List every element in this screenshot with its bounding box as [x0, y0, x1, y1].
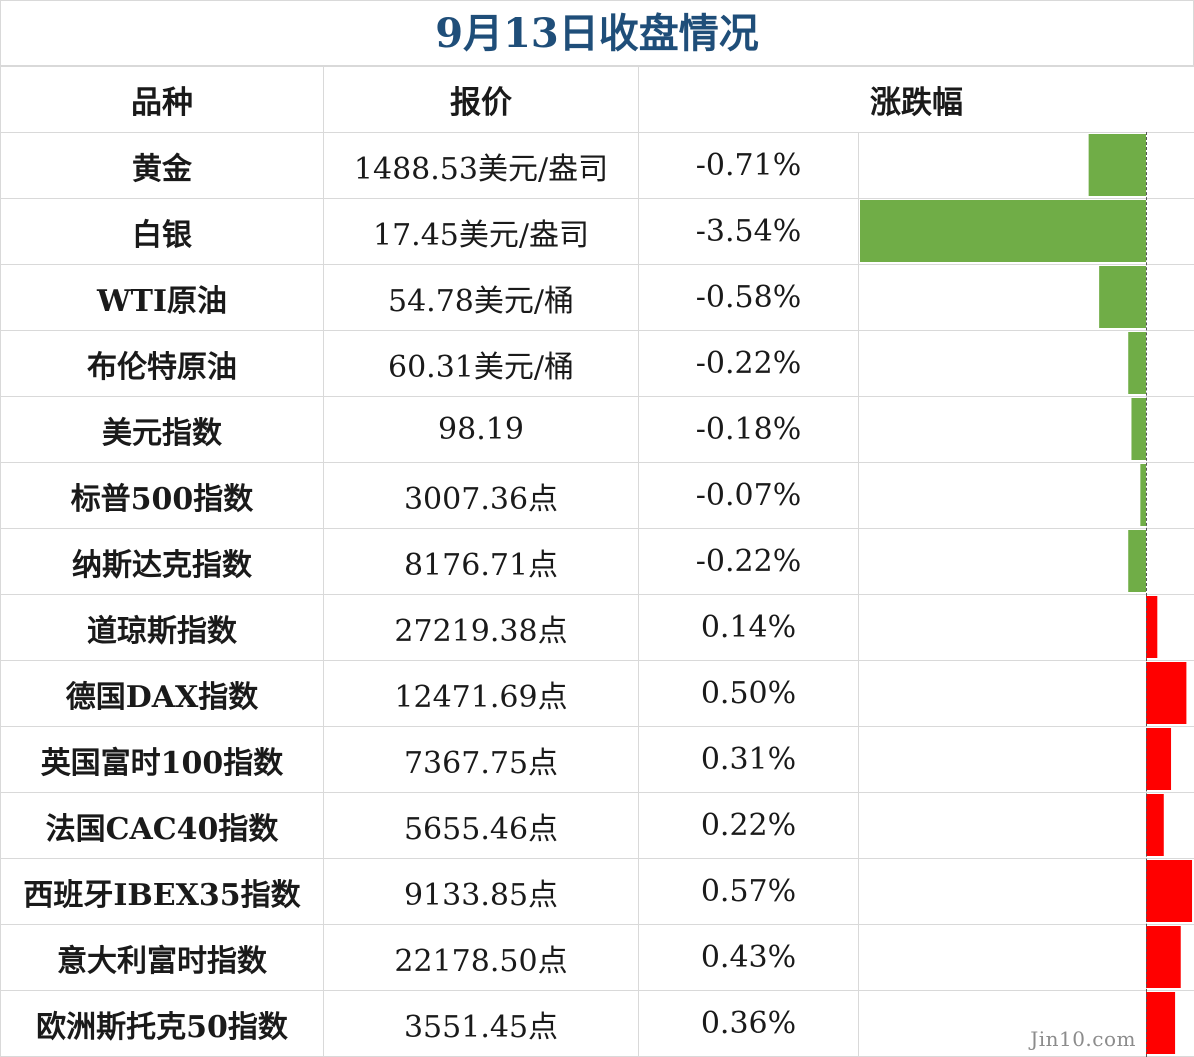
- instrument-bar-cell: [858, 594, 1194, 661]
- change-bar: [1146, 596, 1158, 658]
- table-row: 意大利富时指数 22178.50点 0.43%: [0, 924, 1194, 991]
- change-bar: [1128, 332, 1146, 394]
- table-row: 西班牙IBEX35指数 9133.85点 0.57%: [0, 858, 1194, 925]
- instrument-price: 27219.38点: [323, 594, 639, 661]
- instrument-name: 黄金: [0, 132, 324, 199]
- instrument-bar-cell: [858, 792, 1194, 859]
- change-bar: [1140, 464, 1146, 526]
- instrument-name: 西班牙IBEX35指数: [0, 858, 324, 925]
- instrument-price: 5655.46点: [323, 792, 639, 859]
- instrument-name: 标普500指数: [0, 462, 324, 529]
- instrument-price: 3007.36点: [323, 462, 639, 529]
- instrument-change: -0.22%: [638, 330, 859, 397]
- table-row: 欧洲斯托克50指数 3551.45点 0.36%: [0, 990, 1194, 1057]
- instrument-name: 纳斯达克指数: [0, 528, 324, 595]
- instrument-name: 道琼斯指数: [0, 594, 324, 661]
- table-row: 英国富时100指数 7367.75点 0.31%: [0, 726, 1194, 793]
- instrument-change: -0.07%: [638, 462, 859, 529]
- table-row: 标普500指数 3007.36点 -0.07%: [0, 462, 1194, 529]
- instrument-name: 欧洲斯托克50指数: [0, 990, 324, 1057]
- instrument-change: 0.36%: [638, 990, 859, 1057]
- change-bar: [1146, 926, 1181, 988]
- change-bar: [1146, 728, 1172, 790]
- instrument-bar-cell: [858, 990, 1194, 1057]
- instrument-name: 布伦特原油: [0, 330, 324, 397]
- table-row: 德国DAX指数 12471.69点 0.50%: [0, 660, 1194, 727]
- instrument-change: 0.31%: [638, 726, 859, 793]
- change-bar: [1146, 992, 1176, 1054]
- instrument-change: 0.14%: [638, 594, 859, 661]
- change-bar: [860, 200, 1146, 262]
- instrument-price: 3551.45点: [323, 990, 639, 1057]
- change-bar: [1128, 530, 1146, 592]
- change-bar: [1146, 794, 1164, 856]
- change-bar: [1088, 134, 1146, 196]
- instrument-change: -0.22%: [638, 528, 859, 595]
- instrument-change: 0.57%: [638, 858, 859, 925]
- instrument-change: 0.43%: [638, 924, 859, 991]
- instrument-price: 9133.85点: [323, 858, 639, 925]
- instrument-price: 60.31美元/桶: [323, 330, 639, 397]
- change-bar: [1131, 398, 1146, 460]
- market-table: 品种 报价 涨跌幅 黄金 1488.53美元/盎司 -0.71% 白银 17.45美元/…: [0, 66, 1194, 1057]
- table-row: 法国CAC40指数 5655.46点 0.22%: [0, 792, 1194, 859]
- instrument-price: 7367.75点: [323, 726, 639, 793]
- instrument-change: -0.58%: [638, 264, 859, 331]
- watermark: Jin10.com: [1030, 1027, 1136, 1051]
- header-change: 涨跌幅: [638, 66, 1194, 133]
- table-row: 美元指数 98.19 -0.18%: [0, 396, 1194, 463]
- instrument-name: 英国富时100指数: [0, 726, 324, 793]
- change-bar: [1146, 662, 1187, 724]
- instrument-bar-cell: [858, 462, 1194, 529]
- instrument-change: -0.71%: [638, 132, 859, 199]
- instrument-price: 22178.50点: [323, 924, 639, 991]
- instrument-price: 12471.69点: [323, 660, 639, 727]
- zero-axis-line: [1146, 132, 1147, 1057]
- page-title: 9月13日收盘情况: [0, 0, 1194, 66]
- instrument-bar-cell: [858, 726, 1194, 793]
- instrument-price: 1488.53美元/盎司: [323, 132, 639, 199]
- instrument-price: 17.45美元/盎司: [323, 198, 639, 265]
- table-row: 纳斯达克指数 8176.71点 -0.22%: [0, 528, 1194, 595]
- table-row: 黄金 1488.53美元/盎司 -0.71%: [0, 132, 1194, 199]
- instrument-name: 白银: [0, 198, 324, 265]
- instrument-change: 0.22%: [638, 792, 859, 859]
- instrument-change: 0.50%: [638, 660, 859, 727]
- instrument-name: 法国CAC40指数: [0, 792, 324, 859]
- table-row: 道琼斯指数 27219.38点 0.14%: [0, 594, 1194, 661]
- change-bar: [1146, 860, 1193, 922]
- instrument-price: 54.78美元/桶: [323, 264, 639, 331]
- change-bar: [1099, 266, 1146, 328]
- instrument-name: WTI原油: [0, 264, 324, 331]
- instrument-price: 8176.71点: [323, 528, 639, 595]
- instrument-name: 德国DAX指数: [0, 660, 324, 727]
- instrument-price: 98.19: [323, 396, 639, 463]
